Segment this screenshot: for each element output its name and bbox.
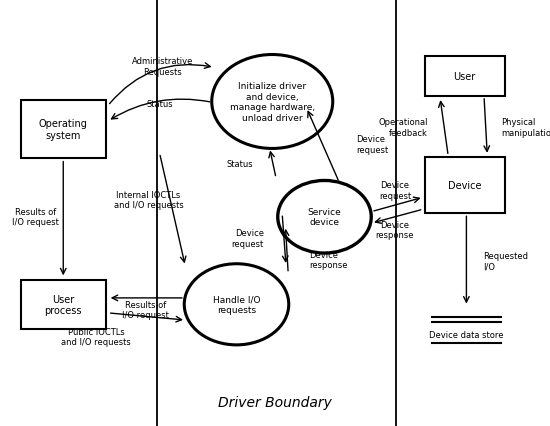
Text: Physical
manipulation: Physical manipulation: [502, 118, 550, 138]
Text: Driver Boundary: Driver Boundary: [218, 395, 332, 409]
Text: Handle I/O
requests: Handle I/O requests: [213, 295, 260, 314]
Text: Operational
feedback: Operational feedback: [378, 118, 428, 138]
Text: Initialize driver
and device,
manage hardware,
unload driver: Initialize driver and device, manage har…: [230, 82, 315, 122]
FancyBboxPatch shape: [425, 57, 505, 97]
FancyBboxPatch shape: [21, 280, 106, 329]
Text: User: User: [454, 72, 476, 82]
FancyBboxPatch shape: [425, 158, 505, 213]
Text: Status: Status: [227, 159, 253, 169]
Text: Administrative
Requests: Administrative Requests: [131, 58, 193, 77]
Text: Requested
I/O: Requested I/O: [483, 251, 528, 271]
Text: Results of
I/O request: Results of I/O request: [122, 300, 169, 319]
Text: Device
request: Device request: [232, 229, 264, 248]
Text: Device
response: Device response: [376, 220, 414, 239]
Text: Device data store: Device data store: [429, 330, 504, 339]
FancyBboxPatch shape: [21, 101, 106, 159]
Text: Results of
I/O request: Results of I/O request: [12, 207, 59, 227]
Text: Operating
system: Operating system: [39, 119, 87, 141]
Text: Internal IOCTLs
and I/O requests: Internal IOCTLs and I/O requests: [114, 190, 183, 210]
Text: User
process: User process: [45, 294, 82, 315]
Text: Device
request: Device request: [379, 181, 411, 200]
Text: Status: Status: [146, 100, 173, 109]
Text: Device
request: Device request: [356, 135, 389, 155]
Text: Public IOCTLs
and I/O requests: Public IOCTLs and I/O requests: [62, 327, 131, 346]
Text: Device: Device: [448, 180, 481, 190]
Text: Device
response: Device response: [309, 250, 348, 270]
Text: Service
device: Service device: [307, 207, 342, 227]
